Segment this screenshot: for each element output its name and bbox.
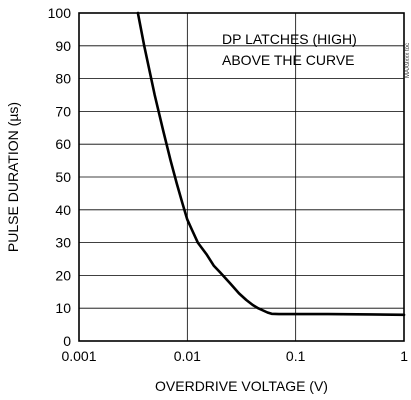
y-tick-label: 20 [55,267,71,283]
annotation-line-1: DP LATCHES (HIGH) [222,31,357,47]
annotation-line-2: ABOVE THE CURVE [222,52,355,68]
y-tick-label: 100 [48,5,72,21]
y-tick-label: 70 [55,103,71,119]
x-tick-label: 1 [400,348,408,364]
y-tick-label: 50 [55,169,71,185]
y-axis-title: PULSE DURATION (µs) [5,102,21,252]
x-tick-label: 0.1 [286,348,306,364]
x-tick-labels: 0.001 0.01 0.1 1 [61,348,408,364]
plot-frame [78,12,405,342]
y-tick-label: 40 [55,202,71,218]
series-line-pulse-duration [136,11,406,317]
y-tick-labels: 0 10 20 30 40 50 60 70 80 90 100 [48,5,72,349]
curve-layer [136,11,406,317]
y-tick-label: 90 [55,38,71,54]
y-tick-label: 10 [55,300,71,316]
y-tick-label: 0 [63,333,71,349]
figure-code: MAX9xxx toc [405,43,411,78]
y-tick-label: 80 [55,71,71,87]
x-axis-title: OVERDRIVE VOLTAGE (V) [155,378,328,394]
x-tick-label: 0.01 [174,348,201,364]
y-tick-label: 60 [55,136,71,152]
grid-lines [79,13,404,341]
x-tick-label: 0.001 [61,348,96,364]
y-tick-label: 30 [55,235,71,251]
